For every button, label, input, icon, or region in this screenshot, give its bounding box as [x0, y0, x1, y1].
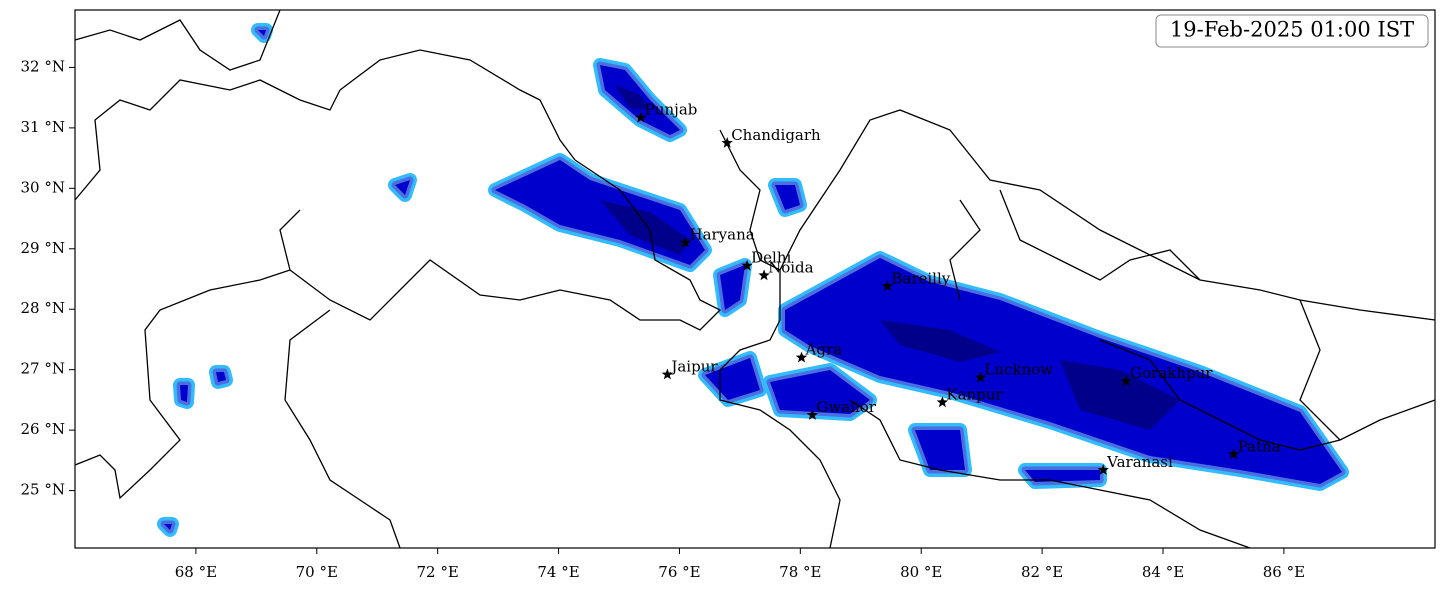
- y-tick-label: 31 °N: [21, 118, 65, 136]
- y-tick-label: 26 °N: [21, 420, 65, 438]
- y-tick-label: 28 °N: [21, 299, 65, 317]
- city-marker: [1228, 448, 1240, 460]
- city-label: Punjab: [645, 101, 698, 119]
- y-tick-label: 32 °N: [21, 57, 65, 75]
- y-tick-label: 25 °N: [21, 481, 65, 499]
- city-label: Haryana: [689, 226, 754, 244]
- plot-frame: [74, 9, 1436, 549]
- timestamp: 19-Feb-2025 01:00 IST: [1170, 18, 1414, 42]
- city-label: Gwalior: [816, 398, 876, 416]
- city-marker: [795, 351, 808, 363]
- city-label: Gorakhpur: [1130, 364, 1213, 382]
- boundaries: [74, 9, 1436, 549]
- y-tick-label: 30 °N: [21, 178, 65, 196]
- city-marker: [881, 280, 894, 292]
- city-label: Chandigarh: [731, 126, 821, 144]
- city-label: Lucknow: [984, 361, 1053, 379]
- x-tick-label: 76 °E: [658, 563, 700, 581]
- x-tick-label: 78 °E: [779, 563, 821, 581]
- city-label: Varanasi: [1106, 453, 1173, 471]
- x-tick-label: 74 °E: [537, 563, 579, 581]
- city-marker: [1120, 375, 1132, 386]
- city-label: Delhi: [751, 249, 791, 267]
- city-label: Bareilly: [891, 269, 950, 287]
- city-marker: [1097, 464, 1109, 475]
- city-marker: [679, 236, 692, 248]
- time-box: [1155, 14, 1429, 48]
- x-tick-label: 80 °E: [900, 563, 942, 581]
- city-marker: [974, 371, 987, 383]
- y-tick-label: 27 °N: [21, 360, 65, 378]
- city-label: Noida: [768, 258, 814, 276]
- city-marker: [806, 409, 819, 420]
- x-tick-label: 86 °E: [1263, 563, 1305, 581]
- city-label: Kanpur: [946, 385, 1003, 403]
- x-tick-label: 82 °E: [1021, 563, 1063, 581]
- x-tick-label: 84 °E: [1142, 563, 1184, 581]
- city-marker: [741, 259, 753, 271]
- city-marker: [936, 396, 949, 408]
- city-label: Agra: [805, 341, 843, 359]
- y-tick-label: 29 °N: [21, 239, 65, 257]
- city-marker: [635, 111, 647, 123]
- city-marker: [758, 269, 770, 281]
- city-marker: [661, 368, 674, 380]
- city-marker: [721, 137, 733, 148]
- x-tick-label: 68 °E: [175, 563, 217, 581]
- city-label: Patna: [1238, 437, 1281, 455]
- x-tick-label: 72 °E: [417, 563, 459, 581]
- x-tick-label: 70 °E: [296, 563, 338, 581]
- city-label: Jaipur: [669, 358, 718, 376]
- precipitation: [164, 30, 1342, 530]
